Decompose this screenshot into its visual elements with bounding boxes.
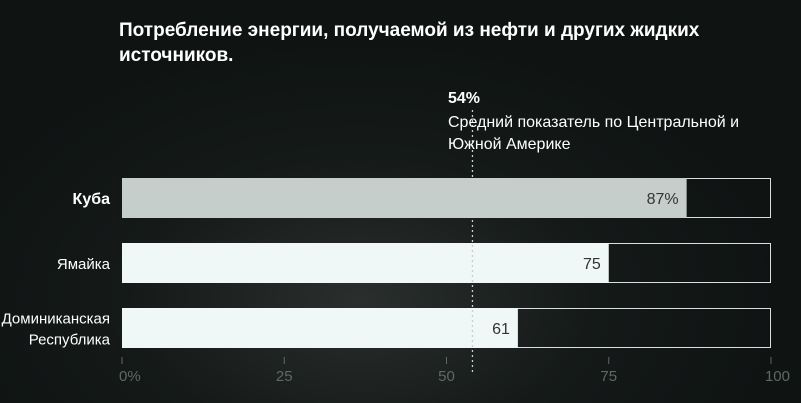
chart-title: Потребление энергии, получаемой из нефти… <box>119 20 700 66</box>
bar <box>122 308 518 348</box>
x-axis-ticks: 0% 25 50 75 100 <box>119 357 790 385</box>
x-tick-label: 0% <box>119 368 141 385</box>
category-label: Доминиканская <box>2 311 110 328</box>
x-tick-label: 50 <box>438 368 455 385</box>
value-labels: 87% 75 61 <box>492 191 679 338</box>
bar <box>122 243 609 283</box>
x-tick-label: 75 <box>600 368 617 385</box>
reference-annotation: 54% Средний показатель по Центральной и Юж… <box>448 90 739 372</box>
x-tick-label: 100 <box>765 368 790 385</box>
reference-description: Средний показатель по Центральной и <box>448 114 739 131</box>
reference-description: Южной Америке <box>448 136 571 153</box>
category-label: Куба <box>73 191 111 208</box>
category-labels: Куба Ямайка Доминиканская Республика <box>2 191 111 349</box>
x-tick-label: 25 <box>276 368 293 385</box>
bar-value-label: 61 <box>492 321 510 338</box>
category-label: Республика <box>29 332 111 349</box>
bar <box>122 178 687 218</box>
category-label: Ямайка <box>57 256 111 273</box>
bar-value-label: 87% <box>647 191 679 208</box>
bar-value-label: 75 <box>583 256 601 273</box>
bars <box>122 178 687 348</box>
reference-value-label: 54% <box>448 90 480 107</box>
